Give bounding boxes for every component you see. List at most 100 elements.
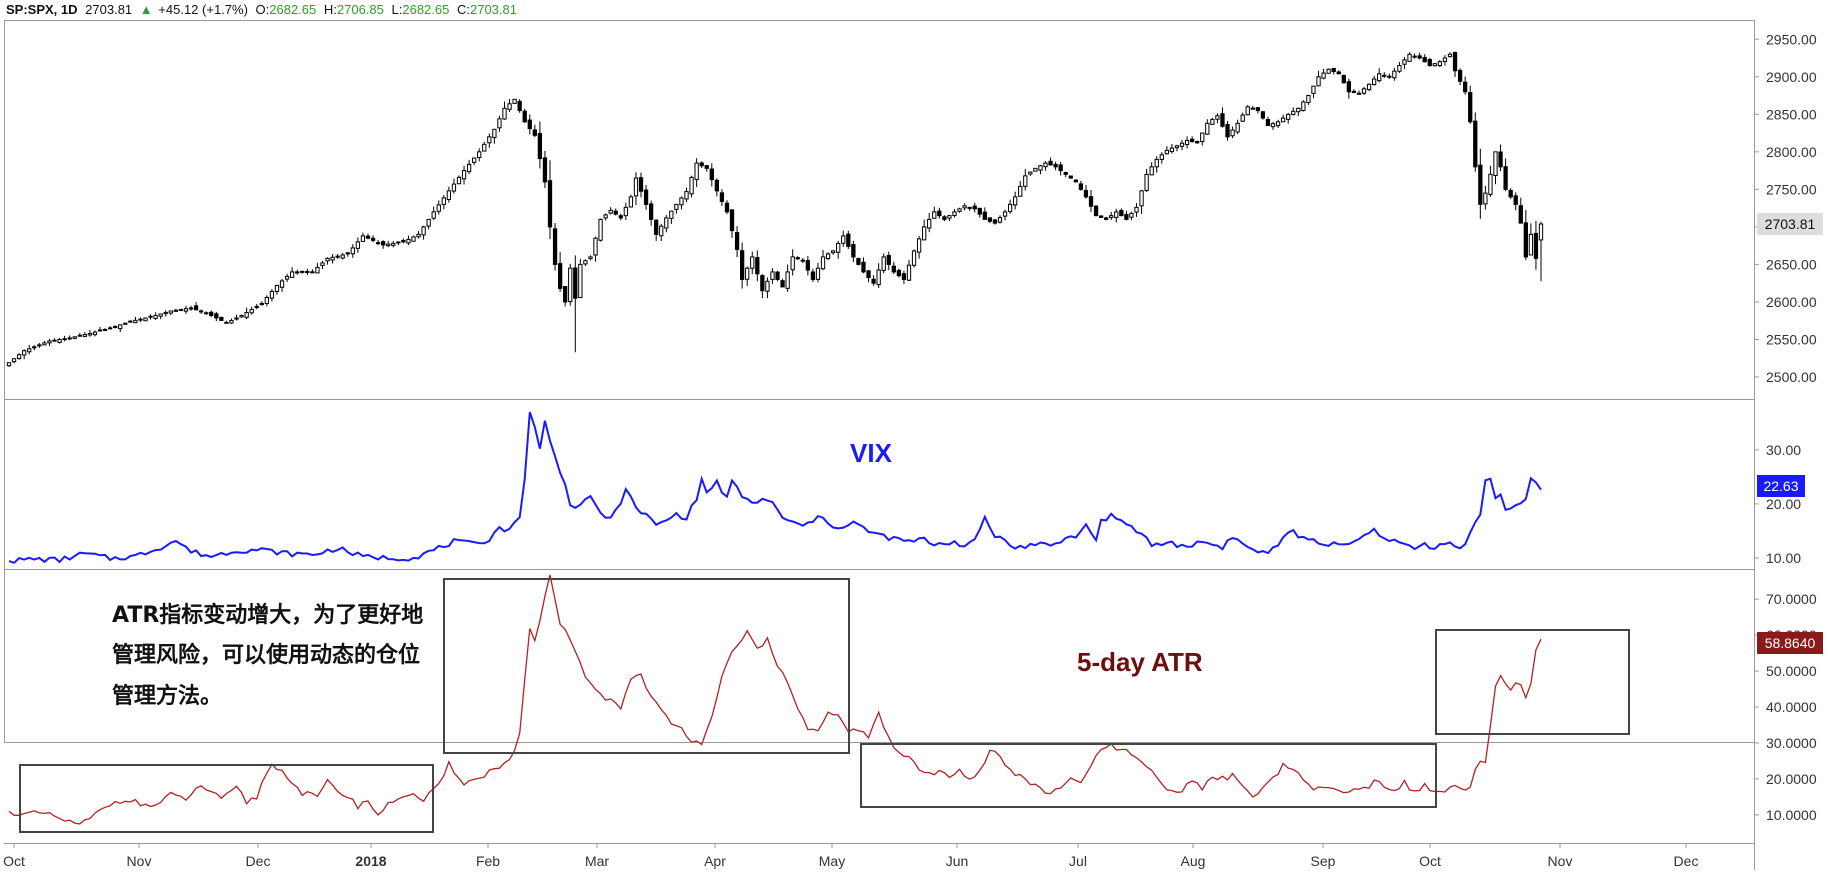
price-candle-down bbox=[648, 203, 654, 220]
atr-highlight-boxes bbox=[19, 578, 1630, 833]
price-candle-up bbox=[750, 256, 755, 269]
price-axis-tick-label: 2500.00 bbox=[1766, 369, 1817, 385]
vix-line bbox=[8, 411, 1542, 564]
price-candle-up bbox=[315, 266, 320, 274]
price-candle-up bbox=[1179, 142, 1185, 147]
price-candle-up bbox=[1442, 57, 1448, 62]
price-candles bbox=[6, 51, 1544, 367]
price-candle-up bbox=[911, 250, 917, 266]
price-candle-up bbox=[957, 208, 962, 212]
price-candle-up bbox=[32, 346, 37, 349]
price-candle-down bbox=[300, 270, 305, 273]
price-candle-up bbox=[628, 196, 634, 208]
price-candle-up bbox=[1361, 88, 1367, 94]
time-axis-label: Dec bbox=[1674, 853, 1699, 869]
price-candle-down bbox=[1083, 189, 1089, 198]
price-candle-up bbox=[92, 331, 98, 336]
vix-last-badge: 22.63 bbox=[1757, 475, 1805, 497]
price-candle-up bbox=[1326, 68, 1331, 74]
price-candle-down bbox=[214, 313, 219, 319]
price-candle-down bbox=[972, 205, 977, 210]
price-candle-down bbox=[937, 210, 942, 217]
price-candle-down bbox=[800, 259, 805, 262]
price-candle-down bbox=[381, 241, 386, 246]
time-axis-label: Oct bbox=[1419, 853, 1441, 869]
price-candle-down bbox=[1048, 160, 1053, 166]
time-axis-label: May bbox=[819, 853, 845, 869]
price-candle-up bbox=[133, 319, 138, 324]
price-last-badge-bg bbox=[1757, 213, 1823, 235]
price-candle-up bbox=[694, 162, 699, 181]
price-candle-up bbox=[1291, 110, 1296, 115]
price-candle-down bbox=[1098, 215, 1104, 219]
atr-last-value: 58.8640 bbox=[1765, 635, 1816, 651]
price-candle-up bbox=[674, 203, 679, 210]
price-candle-up bbox=[1397, 65, 1402, 72]
price-candle-up bbox=[239, 314, 244, 318]
price-candle-down bbox=[982, 211, 987, 220]
price-candle-up bbox=[143, 317, 148, 322]
price-candle-down bbox=[1124, 213, 1129, 220]
atr-note-line-3: 管理方法。 bbox=[112, 683, 222, 709]
atr-box-low-2 bbox=[860, 743, 1437, 808]
price-candle-down bbox=[1088, 196, 1094, 207]
vix-axis: 30.00 20.00 10.00 bbox=[1754, 442, 1801, 566]
chart-header: SP:SPX, 1D 2703.81 ▲ +45.12 (+1.7%) O:26… bbox=[6, 2, 517, 17]
price-candle-up bbox=[47, 340, 52, 344]
price-candle-up bbox=[831, 250, 836, 254]
header-low-value: 2682.65 bbox=[402, 2, 449, 17]
price-candle-up bbox=[295, 271, 300, 274]
header-close-value: 2703.81 bbox=[470, 2, 517, 17]
price-candle-up bbox=[1139, 190, 1144, 207]
price-candle-down bbox=[527, 119, 532, 130]
price-candle-up bbox=[386, 243, 391, 247]
atr-axis-tick-label: 40.0000 bbox=[1766, 699, 1817, 715]
price-candle-up bbox=[461, 170, 467, 180]
price-candle-up bbox=[229, 319, 234, 324]
price-candle-down bbox=[734, 232, 740, 250]
price-candle-up bbox=[234, 317, 239, 320]
price-candle-down bbox=[739, 250, 745, 280]
price-candle-up bbox=[289, 271, 295, 278]
price-candle-down bbox=[305, 270, 310, 273]
atr-axis-tick-label: 50.0000 bbox=[1766, 663, 1817, 679]
price-candle-up bbox=[568, 267, 573, 303]
price-candle-up bbox=[477, 151, 482, 159]
price-candle-up bbox=[1301, 101, 1306, 112]
price-candle-up bbox=[997, 217, 1003, 223]
price-candle-down bbox=[1508, 189, 1513, 198]
price-candle-down bbox=[573, 267, 578, 299]
price-candle-up bbox=[472, 157, 477, 163]
price-candle-up bbox=[1033, 167, 1038, 172]
price-candle-down bbox=[1220, 113, 1225, 127]
price-candle-up bbox=[259, 302, 264, 306]
price-axis-tick-label: 2950.00 bbox=[1766, 31, 1817, 47]
price-candle-up bbox=[1235, 122, 1240, 133]
price-candle-down bbox=[805, 260, 811, 271]
time-axis-label: Jul bbox=[1069, 853, 1087, 869]
price-candle-up bbox=[6, 362, 12, 367]
time-axis-label: Aug bbox=[1181, 853, 1206, 869]
price-candle-up bbox=[1412, 55, 1417, 58]
price-candle-up bbox=[441, 197, 446, 205]
price-candle-up bbox=[679, 197, 684, 206]
atr-last-badge: 58.8640 bbox=[1757, 632, 1823, 654]
price-candle-up bbox=[593, 237, 598, 256]
price-candle-down bbox=[345, 252, 350, 255]
price-candle-up bbox=[1366, 83, 1372, 91]
price-candle-up bbox=[1002, 211, 1008, 217]
price-candle-up bbox=[279, 280, 285, 288]
price-candle-up bbox=[1356, 92, 1362, 95]
header-low-label: L: bbox=[392, 2, 403, 17]
price-candle-up bbox=[659, 225, 664, 237]
price-candle-down bbox=[77, 334, 82, 337]
price-candle-up bbox=[173, 309, 178, 312]
price-candle-up bbox=[1275, 121, 1281, 127]
price-candle-up bbox=[487, 136, 492, 144]
price-candle-down bbox=[866, 270, 871, 279]
price-candle-down bbox=[107, 327, 113, 330]
price-candle-up bbox=[790, 256, 795, 271]
price-candle-down bbox=[1468, 92, 1473, 123]
price-axis-tick-label: 2650.00 bbox=[1766, 256, 1817, 272]
time-axis-label: Nov bbox=[127, 853, 152, 869]
